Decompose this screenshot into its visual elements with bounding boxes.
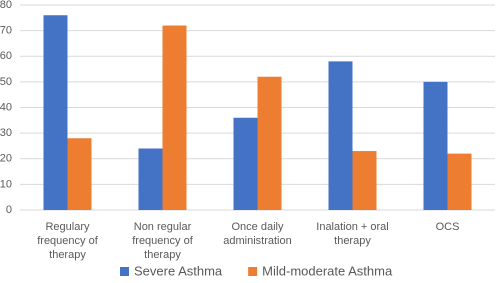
x-tick-label: Once daily administration xyxy=(223,221,291,247)
bar xyxy=(257,76,282,210)
y-tick-label: 50 xyxy=(0,76,12,88)
y-tick-label: 0 xyxy=(6,204,12,216)
legend-label: Severe Asthma xyxy=(134,263,223,278)
bar xyxy=(352,151,377,210)
y-tick-label: 40 xyxy=(0,101,12,113)
bar xyxy=(162,25,187,210)
y-tick-label: 80 xyxy=(0,0,12,11)
x-tick-label: Non regular frequency of therapy xyxy=(132,221,193,261)
y-tick-label: 20 xyxy=(0,153,12,165)
y-tick-label: 10 xyxy=(0,178,12,190)
x-tick-label: OCS xyxy=(436,221,460,233)
bar xyxy=(233,117,258,210)
bar xyxy=(67,138,92,210)
y-tick-label: 70 xyxy=(0,25,12,37)
x-tick-label: Regulary frequency of therapy xyxy=(37,221,98,261)
legend-swatch xyxy=(248,267,258,276)
y-tick-label: 60 xyxy=(0,50,12,62)
bar xyxy=(328,61,353,210)
bar xyxy=(43,15,68,210)
bar xyxy=(423,81,448,210)
bar xyxy=(447,153,472,210)
bar xyxy=(138,148,163,210)
x-tick-label: Inalation + oral therapy xyxy=(316,221,388,247)
legend-label: Mild-moderate Asthma xyxy=(262,263,393,278)
legend: Severe Asthma Mild-moderate Asthma xyxy=(120,263,393,278)
legend-swatch xyxy=(120,267,129,276)
y-tick-label: 30 xyxy=(0,127,12,139)
